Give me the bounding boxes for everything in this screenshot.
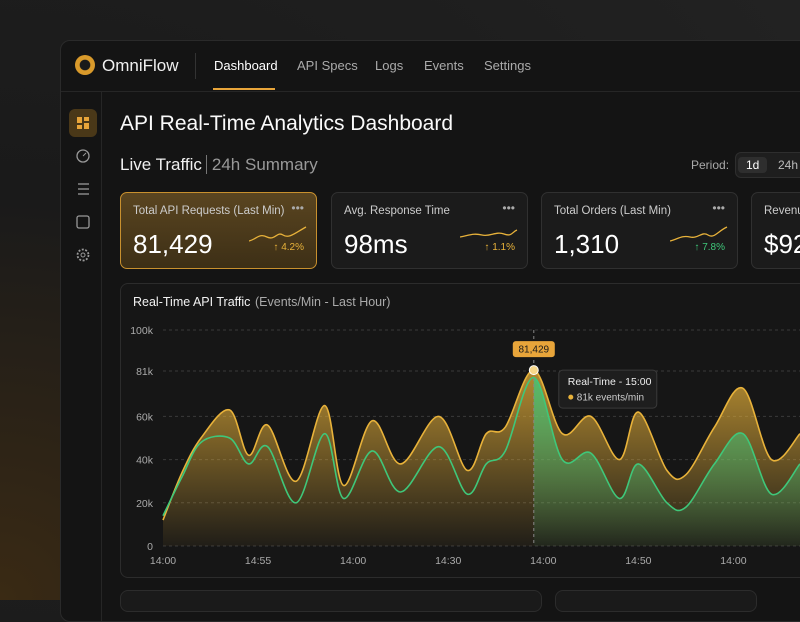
kpi-value: $92 bbox=[764, 229, 800, 259]
subtitle-primary: Live Traffic bbox=[120, 155, 202, 174]
sidebar-settings[interactable] bbox=[69, 241, 97, 269]
kpi-change: ↑ 7.8% bbox=[694, 242, 725, 253]
chart-subtitle: (Events/Min - Last Hour) bbox=[255, 295, 390, 309]
nav-item[interactable]: Events bbox=[424, 58, 464, 73]
kpi-card[interactable]: Avg. Response Time ••• 98ms ↑ 1.1% bbox=[331, 192, 528, 269]
nav-item[interactable]: API Specs bbox=[297, 58, 358, 73]
chart-title: Real-Time API Traffic bbox=[133, 295, 250, 309]
logo bbox=[75, 55, 95, 75]
period-label: Period: bbox=[691, 158, 730, 172]
period-option[interactable]: 24h bbox=[778, 158, 799, 172]
tooltip bbox=[558, 369, 658, 409]
kpi-card[interactable]: Total API Requests (Last Min) ••• 81,429 … bbox=[120, 192, 317, 269]
tooltip-title: Real-Time - 15:00 bbox=[568, 376, 652, 388]
kpi-label: Total Orders (Last Min) bbox=[554, 205, 671, 217]
value-pill-label: 81,429 bbox=[518, 345, 549, 356]
x-tick-label: 14:00 bbox=[150, 555, 176, 567]
tooltip-dot bbox=[568, 394, 574, 400]
y-tick-label: 0 bbox=[147, 541, 153, 553]
y-tick-label: 100k bbox=[130, 325, 154, 337]
period-selector: 1d 24h bbox=[735, 152, 800, 178]
line bbox=[162, 376, 800, 517]
y-tick-label: 81k bbox=[136, 366, 154, 378]
menu[interactable]: ••• bbox=[291, 201, 304, 215]
separator bbox=[195, 53, 196, 79]
sparkline bbox=[670, 226, 728, 242]
line bbox=[162, 369, 800, 521]
subtitle-secondary: 24h Summary bbox=[205, 155, 318, 174]
x-tick-label: 14:50 bbox=[625, 555, 651, 567]
y-tick-label: 20k bbox=[136, 498, 154, 510]
sparkline bbox=[249, 226, 307, 242]
y-tick-label: 40k bbox=[136, 455, 154, 467]
kpi-card[interactable]: Total Orders (Last Min) ••• 1,310 ↑ 7.8% bbox=[541, 192, 738, 269]
chart: Real-Time API Traffic (Events/Min - Last… bbox=[130, 295, 800, 567]
kpi-change: ↑ 4.2% bbox=[273, 242, 304, 253]
kpi-label: Revenu bbox=[764, 205, 800, 217]
sidebar-speed[interactable] bbox=[69, 142, 97, 170]
sidebar bbox=[61, 92, 102, 621]
nav-item[interactable]: Logs bbox=[375, 58, 404, 73]
x-tick-label: 14:00 bbox=[530, 555, 556, 567]
sidebar-docs[interactable] bbox=[69, 208, 97, 236]
x-tick-label: 14:00 bbox=[340, 555, 366, 567]
tooltip-text: 81k events/min bbox=[577, 393, 644, 404]
x-tick-label: 14:30 bbox=[435, 555, 461, 567]
area bbox=[533, 377, 800, 546]
page-title: API Real-Time Analytics Dashboard bbox=[120, 112, 454, 135]
y-tick-label: 60k bbox=[136, 411, 154, 423]
x-tick-label: 14:55 bbox=[245, 555, 271, 567]
kpi-card[interactable]: Revenu $92 bbox=[751, 192, 800, 269]
sidebar-list[interactable] bbox=[69, 175, 97, 203]
value-pill bbox=[512, 341, 555, 358]
sparkline bbox=[460, 229, 518, 238]
x-tick-label: 14:00 bbox=[720, 555, 746, 567]
header: OmniFlow Dashboard API Specs Logs Events… bbox=[61, 41, 800, 92]
nav-item[interactable]: Dashboard bbox=[214, 58, 278, 73]
menu[interactable]: ••• bbox=[712, 201, 725, 215]
active-indicator bbox=[213, 88, 275, 90]
kpi-value: 1,310 bbox=[554, 229, 620, 259]
kpi-change: ↑ 1.1% bbox=[484, 242, 515, 253]
period-option[interactable]: 1d bbox=[738, 157, 768, 173]
menu[interactable]: ••• bbox=[502, 201, 515, 215]
kpi-label: Total API Requests (Last Min) bbox=[133, 205, 285, 217]
kpi-value: 98ms bbox=[344, 229, 408, 259]
subtitle: Live Traffic 24h Summary bbox=[120, 155, 318, 175]
nav-item[interactable]: Settings bbox=[484, 58, 531, 73]
brand: OmniFlow bbox=[102, 56, 179, 75]
sidebar-dashboard[interactable] bbox=[69, 109, 97, 137]
kpi-value: 81,429 bbox=[133, 229, 213, 259]
kpi-label: Avg. Response Time bbox=[344, 205, 450, 217]
highlight-point bbox=[528, 365, 539, 376]
